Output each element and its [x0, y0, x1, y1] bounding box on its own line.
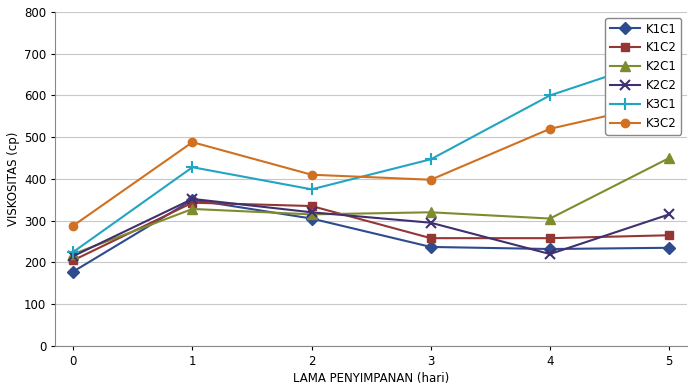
K2C1 [546, 216, 555, 221]
Y-axis label: VISKOSITAS (cp): VISKOSITAS (cp) [7, 132, 20, 226]
K1C1 [546, 247, 555, 251]
Line: K3C2: K3C2 [69, 98, 673, 230]
K1C2 [307, 204, 316, 209]
K3C2 [665, 99, 673, 104]
K3C1 [427, 157, 435, 162]
K1C1 [188, 198, 196, 202]
Legend: K1C1, K1C2, K2C1, K2C2, K3C1, K3C2: K1C1, K1C2, K2C1, K2C2, K3C1, K3C2 [605, 18, 681, 135]
K2C2 [427, 220, 435, 225]
K3C2 [427, 178, 435, 182]
K2C2 [546, 252, 555, 256]
K3C1 [69, 250, 78, 254]
K3C2 [546, 127, 555, 131]
X-axis label: LAMA PENYIMPANAN (hari): LAMA PENYIMPANAN (hari) [293, 372, 449, 385]
K2C2 [188, 196, 196, 201]
K3C2 [307, 172, 316, 177]
K2C1 [188, 207, 196, 211]
K3C1 [546, 93, 555, 98]
K3C2 [188, 140, 196, 145]
K1C2 [665, 233, 673, 238]
K3C2 [69, 223, 78, 228]
Line: K2C2: K2C2 [69, 194, 674, 261]
K1C1 [69, 269, 78, 274]
K1C1 [427, 245, 435, 249]
K1C2 [188, 200, 196, 205]
K2C1 [665, 156, 673, 160]
K1C2 [69, 258, 78, 263]
K1C1 [665, 245, 673, 250]
K1C2 [546, 236, 555, 241]
K2C2 [665, 212, 673, 217]
Line: K1C1: K1C1 [69, 196, 673, 276]
K3C1 [307, 187, 316, 192]
K2C2 [307, 210, 316, 215]
K3C1 [188, 165, 196, 170]
K2C1 [427, 210, 435, 215]
K3C1 [665, 53, 673, 58]
K1C1 [307, 216, 316, 221]
K2C1 [307, 212, 316, 217]
K1C2 [427, 236, 435, 241]
Line: K1C2: K1C2 [69, 198, 673, 265]
K2C1 [69, 252, 78, 256]
K2C2 [69, 254, 78, 258]
Line: K2C1: K2C1 [69, 153, 674, 259]
Line: K3C1: K3C1 [67, 49, 675, 258]
